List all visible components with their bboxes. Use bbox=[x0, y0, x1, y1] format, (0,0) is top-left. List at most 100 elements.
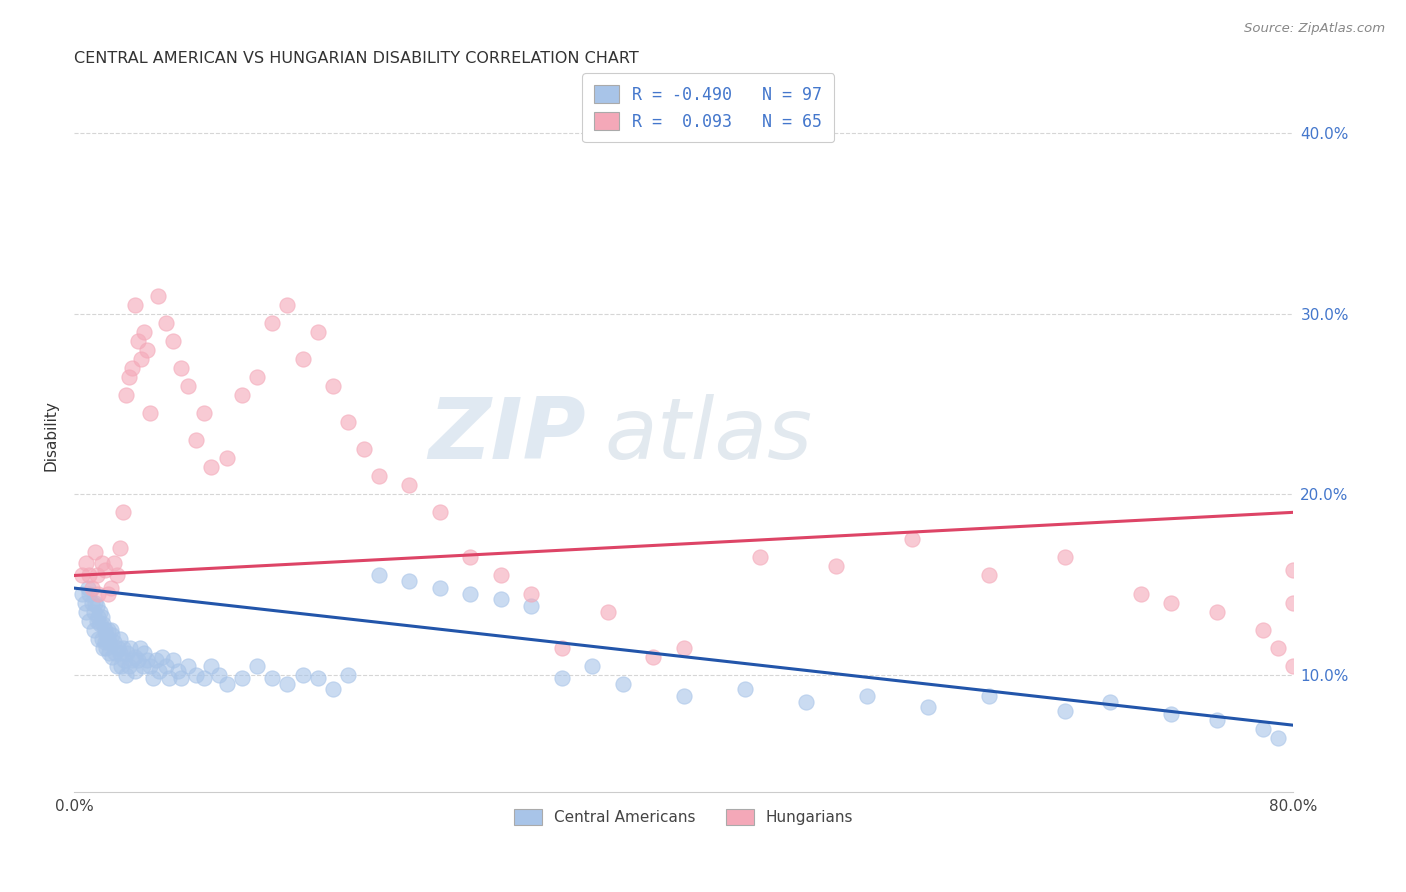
Point bbox=[118, 370, 141, 384]
Point bbox=[70, 568, 93, 582]
Point bbox=[70, 586, 93, 600]
Point bbox=[166, 664, 188, 678]
Point bbox=[551, 640, 574, 655]
Point bbox=[108, 541, 131, 556]
Point bbox=[79, 586, 101, 600]
Point bbox=[87, 610, 110, 624]
Point bbox=[94, 628, 117, 642]
Point bbox=[262, 316, 284, 330]
Point bbox=[901, 533, 924, 547]
Point bbox=[94, 640, 117, 655]
Point bbox=[1053, 550, 1076, 565]
Text: ZIP: ZIP bbox=[429, 394, 586, 477]
Point bbox=[127, 334, 149, 348]
Point bbox=[367, 469, 389, 483]
Point bbox=[157, 671, 180, 685]
Point bbox=[612, 676, 634, 690]
Point bbox=[855, 690, 877, 704]
Point bbox=[398, 478, 420, 492]
Point bbox=[193, 671, 215, 685]
Point bbox=[177, 379, 200, 393]
Point bbox=[93, 623, 115, 637]
Point bbox=[1206, 713, 1229, 727]
Point bbox=[337, 667, 360, 681]
Point bbox=[367, 568, 389, 582]
Point bbox=[184, 667, 207, 681]
Point bbox=[193, 406, 215, 420]
Point bbox=[117, 646, 139, 660]
Point bbox=[429, 581, 451, 595]
Point bbox=[200, 658, 222, 673]
Point bbox=[1251, 623, 1274, 637]
Point bbox=[177, 658, 200, 673]
Point bbox=[748, 550, 770, 565]
Point bbox=[246, 370, 269, 384]
Point bbox=[170, 671, 193, 685]
Point bbox=[76, 581, 98, 595]
Point bbox=[129, 351, 152, 366]
Point bbox=[551, 671, 574, 685]
Point bbox=[112, 653, 135, 667]
Point bbox=[155, 658, 177, 673]
Point bbox=[100, 623, 122, 637]
Point bbox=[1160, 595, 1182, 609]
Point bbox=[128, 640, 150, 655]
Point bbox=[162, 653, 184, 667]
Point bbox=[215, 676, 238, 690]
Point bbox=[307, 671, 329, 685]
Point bbox=[139, 658, 162, 673]
Point bbox=[124, 298, 146, 312]
Point bbox=[262, 671, 284, 685]
Point bbox=[108, 632, 131, 646]
Point bbox=[86, 614, 108, 628]
Point bbox=[1129, 586, 1152, 600]
Point bbox=[208, 667, 231, 681]
Point bbox=[98, 646, 121, 660]
Point bbox=[83, 623, 105, 637]
Point bbox=[124, 664, 146, 678]
Point bbox=[87, 586, 110, 600]
Point bbox=[734, 682, 756, 697]
Point bbox=[121, 653, 143, 667]
Point bbox=[231, 388, 253, 402]
Point bbox=[322, 379, 344, 393]
Point bbox=[825, 559, 848, 574]
Point bbox=[103, 556, 125, 570]
Point bbox=[115, 388, 138, 402]
Point bbox=[672, 690, 695, 704]
Point bbox=[155, 316, 177, 330]
Point bbox=[100, 581, 122, 595]
Point bbox=[97, 586, 120, 600]
Point bbox=[90, 632, 112, 646]
Point bbox=[87, 632, 110, 646]
Point bbox=[105, 658, 128, 673]
Point bbox=[977, 690, 1000, 704]
Point bbox=[170, 361, 193, 376]
Point bbox=[977, 568, 1000, 582]
Point bbox=[110, 658, 132, 673]
Point bbox=[460, 586, 482, 600]
Point bbox=[152, 649, 174, 664]
Point bbox=[215, 451, 238, 466]
Text: Source: ZipAtlas.com: Source: ZipAtlas.com bbox=[1244, 22, 1385, 36]
Point bbox=[581, 658, 603, 673]
Point bbox=[794, 695, 817, 709]
Point bbox=[148, 664, 170, 678]
Point bbox=[103, 635, 125, 649]
Point bbox=[643, 649, 665, 664]
Point bbox=[84, 545, 107, 559]
Point bbox=[1282, 658, 1305, 673]
Point bbox=[86, 568, 108, 582]
Point bbox=[353, 442, 375, 457]
Point bbox=[307, 325, 329, 339]
Text: atlas: atlas bbox=[605, 394, 813, 477]
Point bbox=[82, 581, 104, 595]
Point bbox=[146, 289, 169, 303]
Point bbox=[200, 460, 222, 475]
Point bbox=[162, 334, 184, 348]
Point bbox=[291, 667, 314, 681]
Point bbox=[291, 351, 314, 366]
Point bbox=[115, 667, 138, 681]
Point bbox=[90, 556, 112, 570]
Point bbox=[75, 556, 97, 570]
